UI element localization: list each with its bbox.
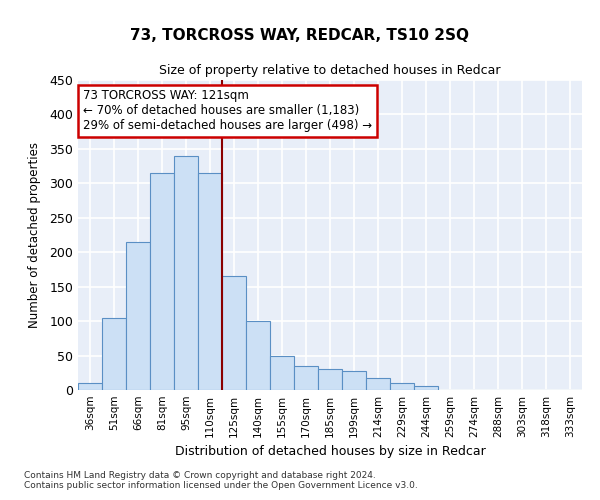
- Text: 73 TORCROSS WAY: 121sqm
← 70% of detached houses are smaller (1,183)
29% of semi: 73 TORCROSS WAY: 121sqm ← 70% of detache…: [83, 90, 372, 132]
- Bar: [414, 386, 438, 390]
- Bar: [150, 173, 174, 390]
- Text: Contains public sector information licensed under the Open Government Licence v3: Contains public sector information licen…: [24, 480, 418, 490]
- Bar: [342, 372, 366, 390]
- Bar: [246, 321, 270, 390]
- Bar: [222, 276, 246, 390]
- Text: Contains HM Land Registry data © Crown copyright and database right 2024.: Contains HM Land Registry data © Crown c…: [24, 470, 376, 480]
- Text: 73, TORCROSS WAY, REDCAR, TS10 2SQ: 73, TORCROSS WAY, REDCAR, TS10 2SQ: [131, 28, 470, 42]
- Bar: [174, 156, 198, 390]
- Bar: [102, 318, 126, 390]
- Bar: [270, 356, 294, 390]
- Bar: [78, 383, 102, 390]
- Bar: [294, 366, 318, 390]
- Bar: [390, 383, 414, 390]
- Bar: [198, 173, 222, 390]
- Title: Size of property relative to detached houses in Redcar: Size of property relative to detached ho…: [159, 64, 501, 78]
- Bar: [318, 370, 342, 390]
- Y-axis label: Number of detached properties: Number of detached properties: [28, 142, 41, 328]
- X-axis label: Distribution of detached houses by size in Redcar: Distribution of detached houses by size …: [175, 446, 485, 458]
- Bar: [126, 242, 150, 390]
- Bar: [366, 378, 390, 390]
